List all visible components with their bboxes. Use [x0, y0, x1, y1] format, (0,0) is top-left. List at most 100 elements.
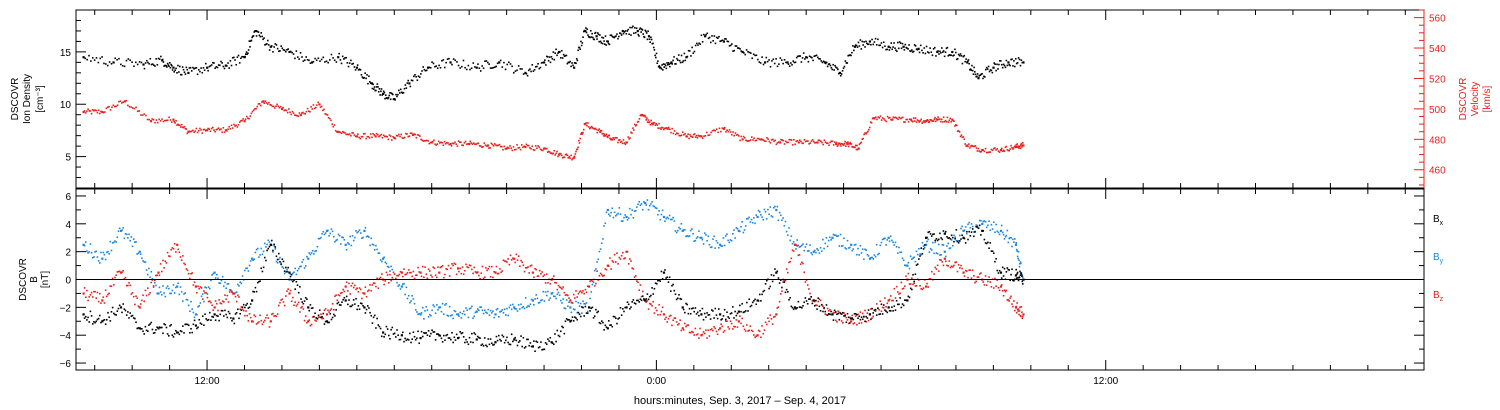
by-point [681, 229, 684, 232]
bx-sample [804, 297, 807, 299]
by-sample [387, 266, 390, 268]
velocity-sample [633, 123, 636, 126]
bz-sample [579, 290, 582, 292]
ion-density-sample [618, 35, 620, 38]
bx-sample [894, 309, 897, 312]
bx-sample [595, 308, 597, 311]
ion-density-sample [824, 62, 827, 65]
bz-sample [613, 253, 616, 256]
velocity-sample [946, 116, 949, 119]
ion-density-sample [976, 75, 978, 78]
bz-sample [585, 291, 588, 294]
bz-sample [743, 328, 746, 331]
legend-subscript: x [1440, 220, 1444, 227]
ion-density-sample [850, 54, 852, 57]
bx-sample [1017, 279, 1020, 282]
ion-density-sample [333, 59, 336, 62]
ion-density-sample [968, 62, 970, 65]
bx-sample [551, 342, 554, 344]
ion-density-sample [495, 65, 498, 68]
velocity-sample [440, 141, 442, 144]
bz-point [775, 313, 778, 316]
by-sample [661, 209, 664, 212]
by-sample [340, 243, 342, 245]
velocity-sample [423, 139, 426, 142]
ion-density-sample [677, 59, 679, 61]
by-sample [703, 232, 706, 234]
ion-density-sample [229, 60, 232, 62]
by-sample [454, 310, 457, 313]
ion-density-sample [526, 74, 529, 77]
bx-point [232, 317, 235, 320]
by-sample [299, 265, 301, 268]
velocity-sample [146, 118, 149, 121]
bz-sample [445, 268, 447, 270]
bx-sample [849, 322, 851, 324]
bz-sample [558, 286, 561, 288]
velocity-point [760, 138, 763, 141]
bz-sample [584, 288, 587, 291]
velocity-sample [382, 134, 385, 137]
bz-sample [809, 292, 811, 295]
bz-sample [561, 288, 563, 290]
ion-density-sample [456, 61, 458, 63]
ion-density-sample [353, 66, 356, 68]
ion-density-sample [395, 93, 397, 96]
ion-density-sample [397, 93, 399, 96]
velocity-sample [866, 131, 868, 134]
ion-density-sample [616, 33, 618, 35]
ion-density-sample [991, 71, 994, 74]
bx-sample [493, 343, 495, 346]
ion-density-sample [795, 56, 798, 59]
by-sample [657, 213, 659, 216]
bz-sample [151, 279, 154, 281]
bz-sample [183, 262, 185, 265]
bz-sample [576, 296, 578, 298]
ion-density-sample [675, 63, 677, 65]
velocity-sample [988, 151, 990, 153]
ion-density-sample [219, 64, 221, 67]
by-sample [543, 300, 546, 302]
ion-density-sample [895, 49, 897, 52]
by-sample [483, 309, 486, 312]
velocity-sample [511, 149, 514, 152]
bx-sample [651, 287, 653, 289]
by-sample [389, 270, 391, 272]
bz-sample [1008, 300, 1011, 302]
bx-sample [1019, 270, 1021, 273]
bx-sample [253, 291, 256, 293]
bz-sample [779, 293, 782, 295]
velocity-sample [876, 118, 878, 121]
ion-density-sample [1008, 63, 1011, 66]
by-sample [853, 244, 856, 246]
bz-sample [253, 314, 256, 316]
bz-sample [623, 257, 625, 260]
by-sample [446, 314, 449, 317]
by-sample [548, 299, 550, 301]
velocity-sample [707, 134, 710, 137]
x-axis-title: hours:minutes, Sep. 3, 2017 – Sep. 4, 20… [634, 395, 846, 407]
ion-density-sample [633, 26, 636, 29]
ion-density-sample [162, 61, 165, 63]
ion-density-sample [319, 60, 321, 62]
ion-density-sample [550, 56, 553, 58]
velocity-sample [645, 119, 648, 121]
velocity-sample [534, 145, 537, 147]
ion-density-sample [272, 51, 274, 53]
bz-sample [1019, 306, 1021, 309]
bz-sample [393, 273, 396, 275]
velocity-sample [767, 138, 769, 140]
velocity-sample [940, 120, 942, 123]
bz-point [82, 292, 85, 295]
bx-sample [982, 230, 985, 232]
bx-sample [168, 335, 170, 337]
by-sample [834, 234, 837, 237]
by-sample [198, 304, 201, 307]
by-sample [723, 244, 726, 247]
bx-sample [421, 335, 424, 338]
bz-sample [311, 316, 314, 318]
bx-sample [128, 317, 130, 319]
bz-sample [125, 284, 128, 287]
bz-sample [907, 272, 910, 275]
